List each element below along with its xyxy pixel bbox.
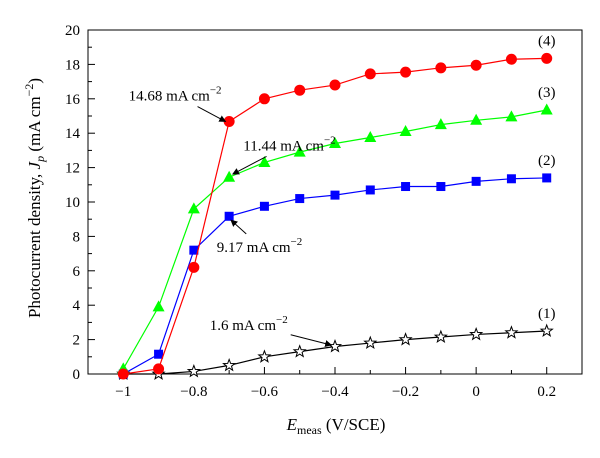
data-point <box>154 349 164 359</box>
data-point <box>433 329 448 344</box>
data-point <box>398 332 413 346</box>
data-point <box>364 131 377 142</box>
series-1: (1) <box>116 306 556 381</box>
data-point <box>364 68 376 80</box>
series-line <box>122 109 547 370</box>
y-axis-title-subscript: p <box>33 156 47 163</box>
annotation: 11.44 mA cm−2 <box>232 134 336 175</box>
data-point <box>189 245 199 255</box>
data-point <box>506 174 516 184</box>
x-tick-label: −1 <box>115 384 131 400</box>
axes: −1 −0.8 −0.6 −0.4 −0.2 0 0.2 0 2 4 6 8 10 12 14 16 18 20 <box>65 23 583 400</box>
data-point <box>258 155 271 167</box>
data-point <box>223 170 236 182</box>
data-point <box>471 176 481 186</box>
data-point <box>258 93 270 105</box>
series-layer: (1) (2) (3) (4) <box>116 33 556 381</box>
series-label: (4) <box>538 33 556 49</box>
annotation: 14.68 mA cm−2 <box>129 85 227 122</box>
series-line <box>123 57 547 375</box>
y-axis-title-superscript: −2 <box>22 84 36 97</box>
y-tick-label: 2 <box>73 333 81 349</box>
data-point <box>469 326 484 341</box>
y-tick-label: 12 <box>65 161 80 177</box>
x-tick-label: 0.2 <box>537 384 556 400</box>
data-point <box>400 66 412 78</box>
y-tick-label: 14 <box>65 126 81 142</box>
y-axis-title: Photocurrent density, Jp (mA cm−2) <box>22 78 47 318</box>
annotation-arrow <box>197 106 227 122</box>
x-tick-label: −0.6 <box>251 384 279 400</box>
y-tick-label: 18 <box>65 57 80 73</box>
data-point <box>399 124 412 136</box>
series-label: (3) <box>538 85 556 101</box>
data-point <box>223 116 235 128</box>
annotation: 9.17 mA cm−2 <box>217 219 302 256</box>
series-4: (4) <box>117 33 556 380</box>
data-point <box>295 194 305 204</box>
annotation-arrow <box>232 155 267 175</box>
annotation-layer: 14.68 mA cm−2 11.44 mA cm−2 9.17 mA cm−2 1.… <box>129 85 336 347</box>
y-tick-label: 16 <box>65 92 81 108</box>
data-point <box>470 59 482 71</box>
y-tick-label: 20 <box>65 23 80 39</box>
y-tick-label: 8 <box>73 229 81 245</box>
y-tick-label: 10 <box>65 195 80 211</box>
annotation-arrow <box>290 334 333 347</box>
data-point <box>187 202 200 214</box>
y-axis-title-symbol: J <box>25 160 44 169</box>
annotation-arrow <box>230 219 247 235</box>
data-point <box>293 145 306 157</box>
data-point <box>329 79 341 91</box>
data-point <box>327 339 343 353</box>
annotation-label: 1.6 mA cm−2 <box>210 314 288 334</box>
data-point <box>401 182 411 192</box>
series-label: (2) <box>538 153 556 169</box>
data-point <box>541 52 553 64</box>
data-point <box>257 349 272 363</box>
x-tick-label: −0.2 <box>392 384 419 400</box>
annotation-label: 14.68 mA cm−2 <box>129 85 222 105</box>
x-tick-label: −0.4 <box>321 384 349 400</box>
data-point <box>363 335 378 350</box>
y-tick-label: 6 <box>73 264 81 280</box>
x-axis-title: Emeas (V/SCE) <box>286 415 386 437</box>
data-point <box>434 118 447 130</box>
x-tick-label: −0.8 <box>180 384 207 400</box>
data-point <box>470 113 483 125</box>
data-point <box>540 103 553 115</box>
data-point <box>292 344 307 358</box>
data-point <box>505 110 518 122</box>
data-point <box>504 325 519 339</box>
data-point <box>224 211 234 221</box>
data-point <box>436 182 446 192</box>
series-2: (2) <box>118 153 556 379</box>
data-point <box>294 84 306 96</box>
annotation-label: 9.17 mA cm−2 <box>217 236 302 256</box>
data-point <box>505 53 517 65</box>
data-point <box>539 323 554 338</box>
data-point <box>435 62 447 74</box>
data-point <box>117 368 129 380</box>
annotation-label: 11.44 mA cm−2 <box>243 134 335 154</box>
data-point <box>329 137 341 149</box>
data-point <box>259 201 269 211</box>
data-point <box>365 185 375 195</box>
data-point <box>152 300 165 312</box>
data-point <box>222 357 237 372</box>
data-point <box>153 363 165 375</box>
annotation: 1.6 mA cm−2 <box>210 314 333 347</box>
data-point <box>330 190 340 200</box>
series-3: (3) <box>117 85 556 374</box>
data-point <box>188 261 200 273</box>
y-tick-label: 4 <box>73 298 81 314</box>
data-point <box>542 173 552 183</box>
x-axis-title-symbol: E <box>286 415 298 434</box>
data-point <box>186 363 201 378</box>
series-label: (1) <box>538 306 556 322</box>
x-tick-label: 0 <box>472 384 480 400</box>
y-tick-label: 0 <box>73 367 81 383</box>
x-axis-title-subscript: meas <box>297 423 322 437</box>
